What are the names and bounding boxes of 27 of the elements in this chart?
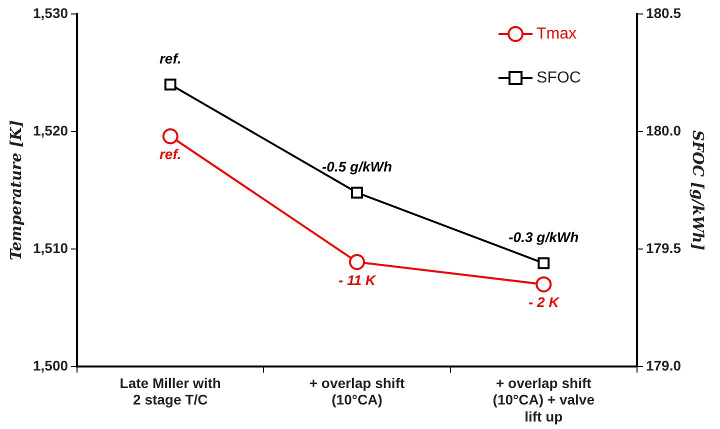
y2-tick-label: 179.0: [646, 357, 682, 374]
y-tick-label: 1,510: [32, 240, 68, 256]
y-axis-title: Temperature [K]: [6, 120, 25, 260]
y-tick-label: 1,530: [32, 4, 68, 21]
annotation: - 11 K: [338, 272, 376, 288]
point: [351, 186, 363, 199]
y2-tick-label: 180.5: [646, 4, 682, 21]
point: [162, 128, 178, 144]
y2-tick-label: 180.0: [646, 122, 682, 138]
point: [349, 254, 365, 270]
annotation: -0.5 g/kWh: [322, 158, 392, 175]
x-tick-label: + overlap shift (10°CA) + valve lift up: [492, 374, 595, 424]
annotation: - 2 K: [528, 294, 560, 310]
y2-axis-title: SFOC [g/kWh]: [689, 130, 708, 250]
legend-label: SFOC: [536, 69, 581, 86]
legend-label: Tmax: [536, 25, 577, 42]
x-tick-label: + overlap shift (10°CA): [309, 374, 405, 408]
y2-tick-label: 179.5: [646, 240, 682, 256]
y-tick-label: 1,520: [32, 122, 68, 138]
annotation: ref.: [159, 50, 182, 66]
y-tick-label: 1,500: [32, 357, 68, 374]
x-tick-label: Late Miller with 2 stage T/C: [120, 374, 221, 408]
point: [536, 276, 552, 292]
annotation: ref.: [159, 146, 182, 162]
point: [538, 257, 550, 270]
point: [164, 78, 176, 90]
annotation: -0.3 g/kWh: [508, 229, 579, 246]
